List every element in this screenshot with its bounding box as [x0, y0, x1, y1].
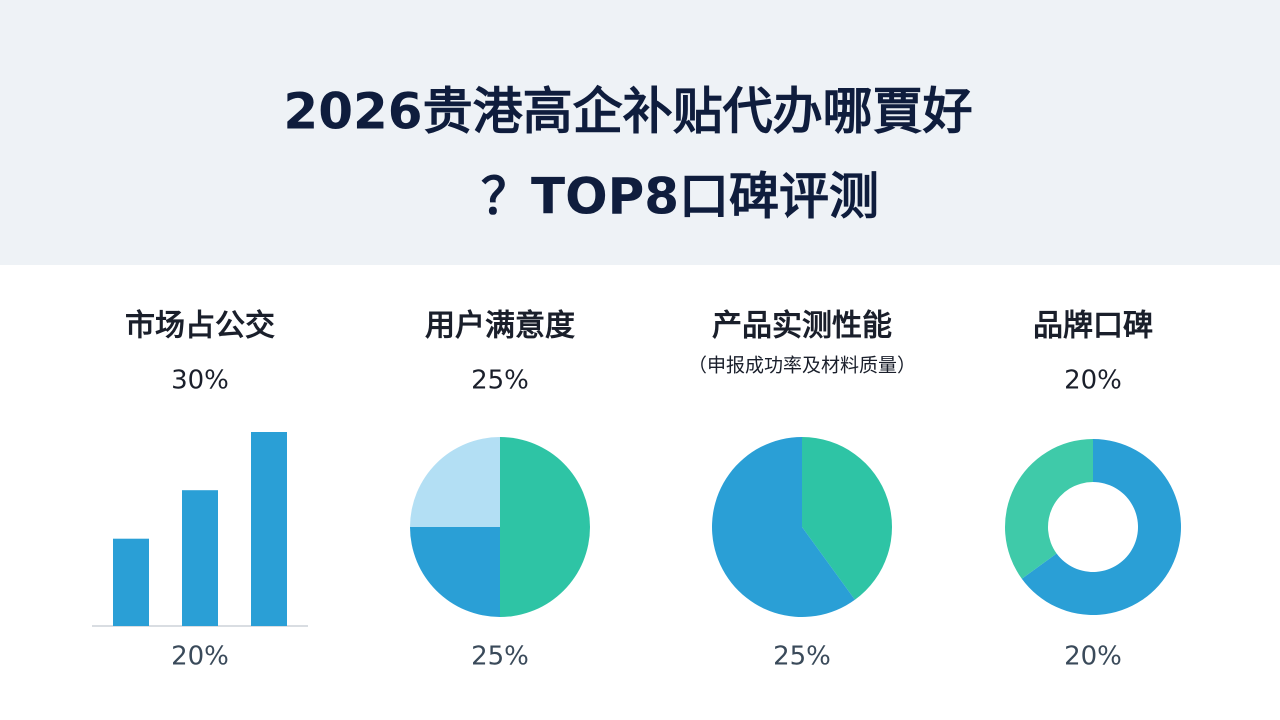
bar	[113, 538, 149, 626]
slice	[1005, 439, 1093, 579]
slice	[410, 437, 500, 527]
panel-footer: 25%	[471, 642, 529, 672]
slice	[410, 527, 500, 617]
panel-percent: 20%	[1064, 366, 1122, 396]
bar	[182, 490, 218, 626]
panel-title: 市场占公交	[125, 309, 275, 344]
panel-percent: 30%	[171, 366, 229, 396]
panel-percent: 25%	[471, 366, 529, 396]
panel-note: （申报成功率及材料质量）	[688, 355, 916, 377]
panel-title: 产品实测性能	[712, 309, 892, 344]
title-line: 2026贵港高企补贴代办哪賈好	[283, 83, 972, 141]
panel-footer: 25%	[773, 642, 831, 672]
panel-footer: 20%	[171, 642, 229, 672]
slice	[802, 437, 892, 600]
panel-title: 品牌口碑	[1033, 309, 1153, 344]
panel-title: 用户满意度	[425, 309, 575, 344]
slice	[1021, 439, 1181, 615]
bar	[251, 432, 287, 626]
slice	[500, 437, 590, 617]
slice	[712, 437, 855, 617]
title-line: ？TOP8口碑评测	[481, 168, 879, 226]
panel-footer: 20%	[1064, 642, 1122, 672]
header-band	[0, 0, 1280, 265]
